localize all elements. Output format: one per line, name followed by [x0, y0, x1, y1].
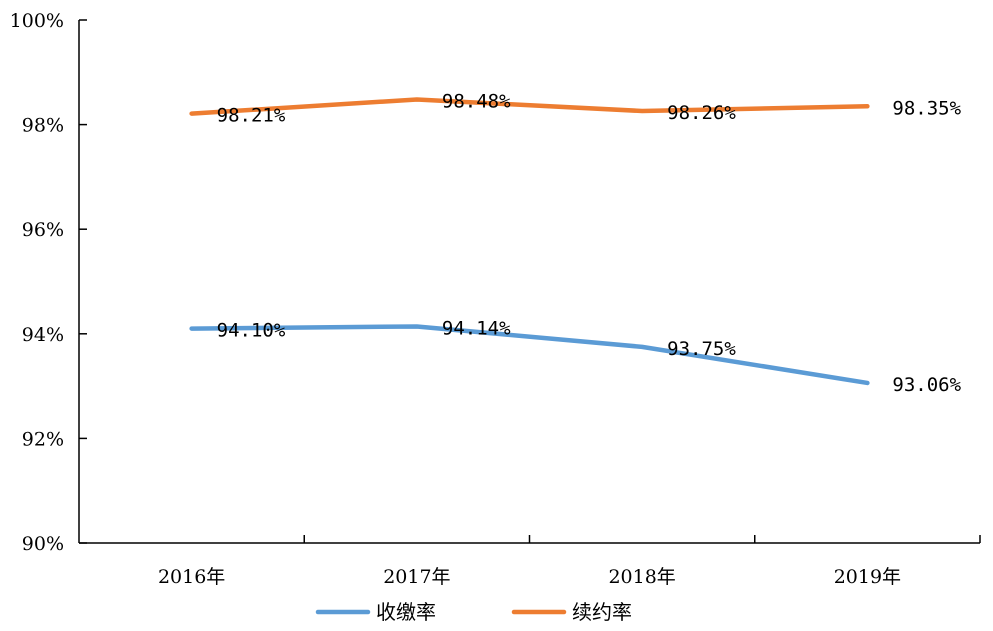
data-label: 98.21%: [217, 105, 286, 127]
series-line-0: [189, 324, 870, 386]
data-label: 98.26%: [667, 102, 736, 124]
chart-axes: [78, 20, 980, 544]
data-label: 94.14%: [442, 317, 511, 339]
y-axis-ticks: 90% 92% 94% 96% 98% 100%: [10, 10, 87, 555]
x-tick-label: 2018年: [608, 566, 675, 588]
y-tick-label: 90%: [22, 533, 64, 555]
data-label: 93.06%: [892, 374, 961, 396]
legend: 收缴率 续约率: [315, 600, 632, 624]
y-tick-label: 92%: [22, 428, 64, 450]
x-axis-ticks: 2016年 2017年 2018年 2019年: [158, 535, 981, 588]
chart-series: [189, 97, 870, 386]
x-tick-label: 2017年: [383, 566, 450, 588]
y-tick-label: 98%: [22, 115, 64, 137]
data-labels: 94.10% 94.14% 93.75% 93.06% 98.21% 98.48% 98.2…: [217, 90, 962, 395]
data-label: 94.10%: [217, 320, 286, 342]
legend-label: 续约率: [572, 600, 632, 624]
series-line-1: [189, 97, 870, 116]
y-tick-label: 100%: [10, 10, 64, 32]
y-tick-label: 96%: [22, 219, 64, 241]
legend-label: 收缴率: [376, 600, 436, 624]
data-label: 93.75%: [667, 338, 736, 360]
x-tick-label: 2019年: [834, 566, 901, 588]
x-tick-label: 2016年: [158, 566, 225, 588]
y-tick-label: 94%: [22, 324, 64, 346]
data-label: 98.48%: [442, 90, 511, 112]
data-label: 98.35%: [892, 97, 961, 119]
